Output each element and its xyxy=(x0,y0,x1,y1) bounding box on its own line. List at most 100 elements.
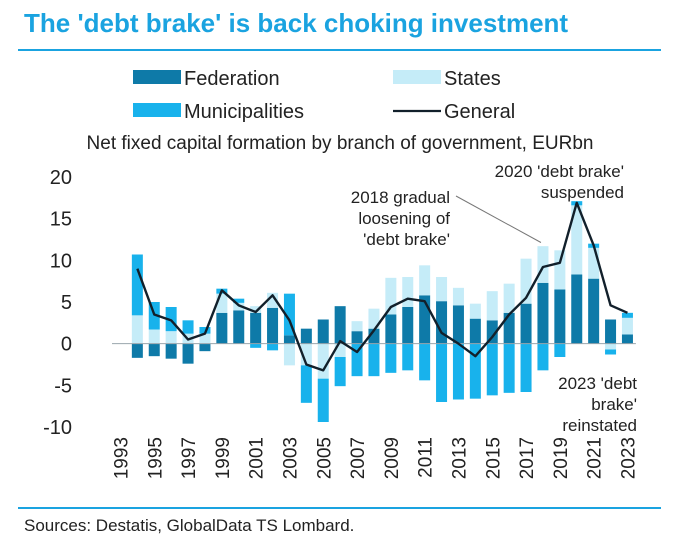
bar-municipalities-2009 xyxy=(385,343,397,373)
annotation-2020-line: 2020 'debt brake' xyxy=(495,162,624,181)
legend-label-general: General xyxy=(444,101,515,123)
chart-legend: Federation States Municipalities General xyxy=(133,68,515,123)
x-tick-label: 2017 xyxy=(517,437,538,479)
bar-federation-2002 xyxy=(267,307,279,344)
bar-municipalities-2017 xyxy=(520,343,532,392)
bar-municipalities-1994 xyxy=(131,254,143,316)
bar-states-1994 xyxy=(131,315,143,344)
x-tick-label: 2009 xyxy=(382,437,403,479)
bar-states-2009 xyxy=(385,277,397,315)
legend-label-states: States xyxy=(444,68,501,90)
bar-municipalities-2010 xyxy=(402,343,414,371)
bar-states-2019 xyxy=(554,250,566,290)
bar-states-2015 xyxy=(486,291,498,321)
annotations: 2018 gradual loosening of 'debt brake' 2020… xyxy=(351,162,638,435)
bar-federation-1995 xyxy=(148,343,160,357)
y-tick-label: -5 xyxy=(54,375,72,397)
bar-states-2018 xyxy=(537,246,549,283)
bar-federation-2015 xyxy=(486,320,498,344)
bar-federation-2008 xyxy=(368,328,380,344)
bar-federation-2000 xyxy=(233,310,245,344)
bar-states-2001 xyxy=(250,306,262,313)
bar-municipalities-2015 xyxy=(486,343,498,396)
bar-states-2017 xyxy=(520,258,532,304)
bar-federation-2001 xyxy=(250,312,262,344)
bar-municipalities-2018 xyxy=(537,343,549,371)
bar-federation-1999 xyxy=(216,312,228,344)
legend-swatch-federation xyxy=(133,70,181,84)
bar-federation-1994 xyxy=(131,343,143,358)
annotation-2023-line: reinstated xyxy=(562,416,637,435)
bar-states-1996 xyxy=(165,331,177,344)
bar-states-2007 xyxy=(351,321,363,332)
y-tick-label: 10 xyxy=(50,250,72,272)
x-tick-label: 2011 xyxy=(416,437,437,478)
y-tick-label: 15 xyxy=(50,209,72,231)
bar-federation-2004 xyxy=(300,328,312,344)
page-title: The 'debt brake' is back choking investm… xyxy=(24,8,569,38)
bar-federation-2016 xyxy=(503,312,515,344)
bar-municipalities-1998 xyxy=(199,327,211,334)
bar-municipalities-2007 xyxy=(351,343,363,377)
annotation-2018-line: loosening of xyxy=(358,209,450,228)
general-line xyxy=(136,201,628,372)
bar-states-2016 xyxy=(503,283,515,313)
annotation-2020-line: suspended xyxy=(541,183,624,202)
chart-title: Net fixed capital formation by branch of… xyxy=(87,133,594,154)
bar-federation-2017 xyxy=(520,303,532,344)
bar-municipalities-2022 xyxy=(605,349,617,355)
bar-municipalities-2023 xyxy=(621,312,633,318)
bar-states-2004 xyxy=(300,343,312,366)
bar-states-2003 xyxy=(283,343,295,366)
y-tick-label: 20 xyxy=(50,167,72,189)
x-tick-label: 2003 xyxy=(280,437,301,479)
y-axis: 20 15 10 5 0 -5 -10 xyxy=(43,167,72,439)
x-tick-label: 2001 xyxy=(247,437,268,479)
bar-municipalities-2004 xyxy=(300,365,312,403)
bar-states-2008 xyxy=(368,308,380,329)
bar-states-2014 xyxy=(469,303,481,319)
x-tick-label: 2007 xyxy=(348,437,369,479)
bar-states-2023 xyxy=(621,317,633,335)
bar-states-2013 xyxy=(452,287,464,306)
bar-municipalities-2013 xyxy=(452,343,464,400)
bar-municipalities-2012 xyxy=(436,343,448,402)
bar-states-2010 xyxy=(402,277,414,307)
bar-states-2020 xyxy=(571,205,583,275)
bar-federation-2021 xyxy=(588,278,600,344)
bar-municipalities-2008 xyxy=(368,343,380,377)
bar-federation-2006 xyxy=(334,306,346,344)
bar-federation-2012 xyxy=(436,301,448,344)
bar-municipalities-2001 xyxy=(250,343,262,348)
bar-states-2006 xyxy=(334,343,346,357)
x-tick-label: 2015 xyxy=(483,437,504,479)
y-tick-label: 5 xyxy=(61,292,72,314)
bar-federation-2005 xyxy=(317,319,329,344)
x-tick-label: 1997 xyxy=(179,437,200,479)
bar-states-2021 xyxy=(588,247,600,279)
title-divider xyxy=(18,49,661,51)
bar-municipalities-2003 xyxy=(283,293,295,336)
bar-municipalities-2005 xyxy=(317,378,329,422)
bar-states-1999 xyxy=(216,293,228,313)
x-tick-label: 2005 xyxy=(314,437,335,479)
bar-municipalities-2016 xyxy=(503,343,515,393)
bar-federation-1997 xyxy=(182,343,194,364)
bar-federation-2020 xyxy=(571,274,583,344)
x-axis: 1993 1995 1997 1999 2001 2003 2005 2007 2009 2011… xyxy=(111,437,639,479)
bar-federation-2023 xyxy=(621,334,633,344)
x-tick-label: 2023 xyxy=(618,437,639,479)
legend-label-federation: Federation xyxy=(184,68,280,90)
x-tick-label: 2019 xyxy=(551,437,572,479)
bar-federation-2003 xyxy=(283,335,295,344)
x-tick-label: 2013 xyxy=(449,437,470,479)
bar-municipalities-1997 xyxy=(182,320,194,334)
bar-federation-2013 xyxy=(452,305,464,344)
bar-federation-1996 xyxy=(165,343,177,359)
y-tick-label: -10 xyxy=(43,417,72,439)
annotation-2018-line: 2018 gradual xyxy=(351,188,450,207)
bar-federation-1998 xyxy=(199,343,211,352)
bar-states-1995 xyxy=(148,329,160,344)
